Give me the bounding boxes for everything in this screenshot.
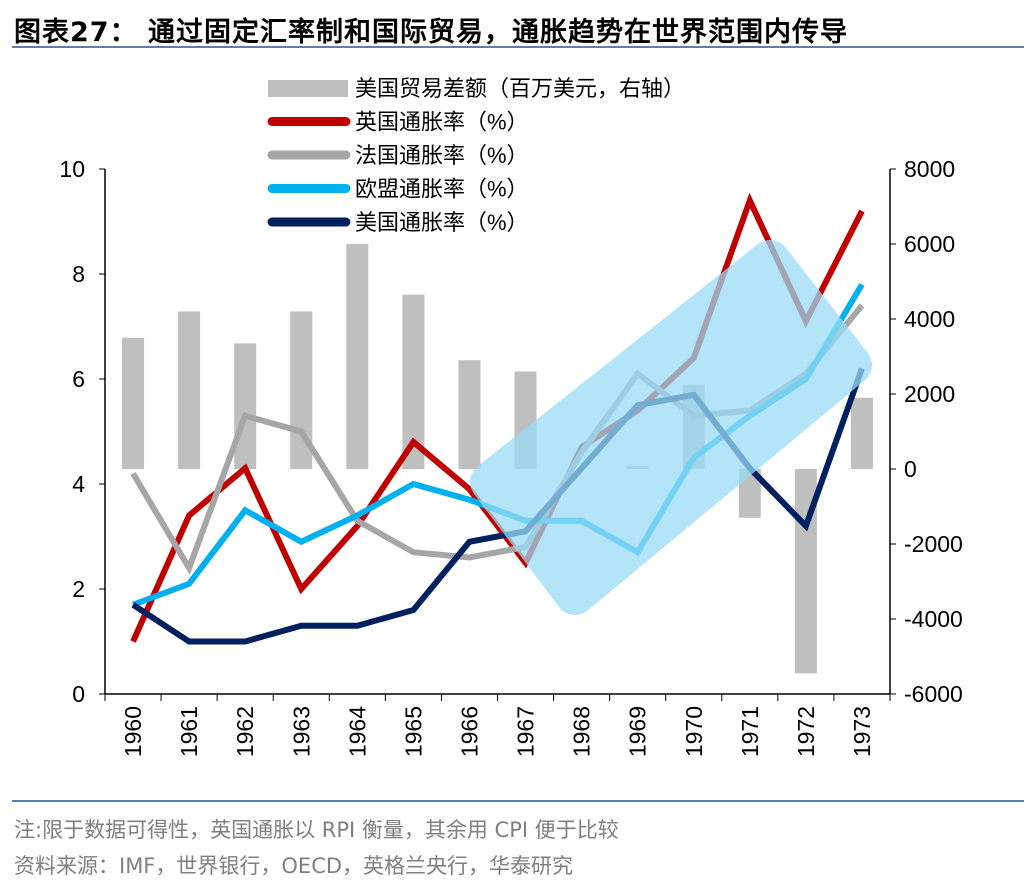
x-tick-label: 1971 (737, 706, 763, 757)
legend-label: 法国通胀率（%） (355, 143, 529, 168)
left-tick-label: 4 (72, 471, 85, 497)
footer-divider (12, 800, 1024, 802)
x-tick-label: 1972 (793, 706, 819, 757)
bar-1960 (122, 337, 145, 469)
right-tick-label: 0 (904, 456, 917, 482)
legend-label: 美国贸易差额（百万美元，右轴） (355, 76, 685, 101)
bar-1964 (346, 244, 369, 469)
right-tick-label: -4000 (904, 606, 963, 632)
x-tick-label: 1964 (344, 706, 370, 757)
chart: 0 2 4 6 8 10 -6000 -4000 -2000 0 2000 4000 6000 8000 1… (59, 76, 963, 757)
footnote: 注:限于数据可得性，英国通胀以 RPI 衡量，其余用 CPI 便于比较 (14, 818, 619, 842)
x-tick-label: 1963 (288, 706, 314, 757)
legend-swatch-bar (268, 80, 348, 97)
right-tick-label: -6000 (904, 681, 963, 707)
bar-1965 (402, 294, 425, 469)
legend-label: 欧盟通胀率（%） (355, 177, 529, 202)
bar-1973 (850, 397, 873, 469)
legend-label: 美国通胀率（%） (355, 210, 529, 235)
bar-1962 (234, 343, 257, 469)
right-tick-label: 6000 (904, 231, 955, 257)
x-tick-label: 1966 (456, 706, 482, 757)
x-tick-label: 1960 (120, 706, 146, 757)
bar-1961 (178, 311, 201, 469)
chart-title: 图表27： 通过固定汇率制和国际贸易，通胀趋势在世界范围内传导 (14, 17, 848, 48)
left-tick-label: 2 (72, 576, 85, 602)
line-series-1 (130, 192, 865, 643)
x-tick-label: 1967 (513, 706, 539, 757)
right-tick-label: 8000 (904, 156, 955, 182)
right-tick-label: 2000 (904, 381, 955, 407)
bar-1966 (458, 360, 481, 469)
x-tick-label: 1973 (849, 706, 875, 757)
bar-1971 (738, 469, 761, 518)
left-tick-label: 0 (72, 681, 85, 707)
legend-label: 英国通胀率（%） (355, 110, 529, 135)
title-divider (12, 46, 1024, 48)
right-tick-label: -2000 (904, 531, 963, 557)
x-tick-label: 1961 (176, 706, 202, 757)
right-tick-label: 4000 (904, 306, 955, 332)
x-tick-label: 1970 (681, 706, 707, 757)
left-tick-label: 8 (72, 261, 85, 287)
left-tick-label: 6 (72, 366, 85, 392)
x-tick-label: 1969 (625, 706, 651, 757)
x-tick-label: 1965 (400, 706, 426, 757)
x-tick-label: 1962 (232, 706, 258, 757)
source-note: 资料来源：IMF，世界银行，OECD，英格兰央行，华泰研究 (14, 854, 574, 878)
highlight-region (470, 240, 872, 615)
x-tick-label: 1968 (569, 706, 595, 757)
left-tick-label: 10 (59, 156, 85, 182)
